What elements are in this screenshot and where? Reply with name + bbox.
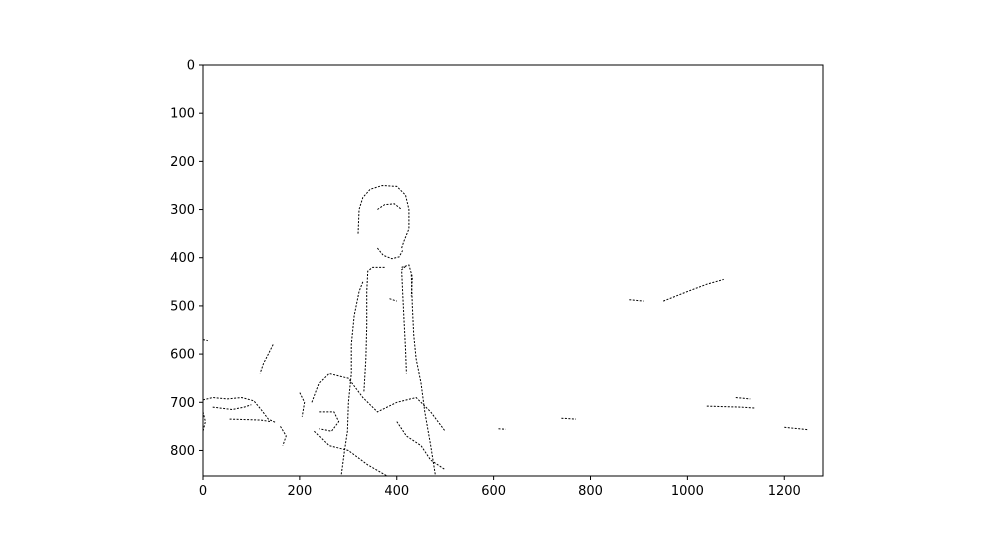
y-tick-label: 800 [170, 444, 195, 459]
edge-stroke [629, 299, 644, 302]
x-tick-label: 400 [384, 484, 409, 499]
x-axis: 0 200 400 600 800 1000 1200 [199, 476, 801, 499]
edge-stroke [280, 426, 287, 446]
x-tick-label: 1200 [768, 484, 801, 499]
y-tick-label: 100 [170, 107, 195, 122]
y-tick-label: 200 [170, 155, 195, 170]
edge-stroke [706, 405, 756, 409]
x-tick-label: 800 [578, 484, 603, 499]
edge-stroke [377, 203, 402, 210]
edge-stroke [401, 264, 413, 297]
y-tick-label: 500 [170, 299, 195, 314]
y-tick-label: 0 [187, 59, 195, 74]
x-tick-label: 1000 [671, 484, 704, 499]
edge-stroke [357, 184, 410, 249]
y-tick-label: 600 [170, 348, 195, 363]
y-axis: 0 100 200 300 400 500 600 700 800 [170, 59, 203, 459]
plot-area [202, 65, 823, 477]
x-tick-label: 600 [481, 484, 506, 499]
edge-stroke [259, 344, 274, 374]
axes-frame [202, 64, 824, 477]
edge-stroke [340, 281, 364, 477]
edge-stroke [377, 247, 404, 260]
edge-stroke [229, 418, 271, 423]
edge-stroke [299, 392, 306, 417]
edge-stroke [410, 274, 436, 477]
edge-stroke [498, 428, 506, 430]
x-tick-label: 200 [287, 484, 312, 499]
edge-stroke [311, 372, 446, 432]
edge-stroke [202, 339, 208, 342]
edge-stroke [561, 417, 577, 420]
edge-stroke [389, 298, 397, 302]
edge-stroke [314, 430, 388, 477]
y-tick-label: 700 [170, 396, 195, 411]
x-tick-label: 0 [199, 484, 207, 499]
image-background [203, 65, 823, 476]
y-tick-label: 300 [170, 203, 195, 218]
edge-strokes [202, 184, 809, 477]
edge-stroke [663, 278, 724, 302]
edge-stroke [396, 421, 446, 471]
edge-stroke [202, 396, 276, 423]
edge-stroke [735, 397, 751, 400]
edge-stroke [212, 404, 252, 411]
edge-stroke [319, 411, 340, 432]
edge-stroke [784, 426, 809, 431]
y-tick-label: 400 [170, 251, 195, 266]
edge-stroke [363, 266, 385, 393]
edge-stroke [401, 266, 407, 374]
